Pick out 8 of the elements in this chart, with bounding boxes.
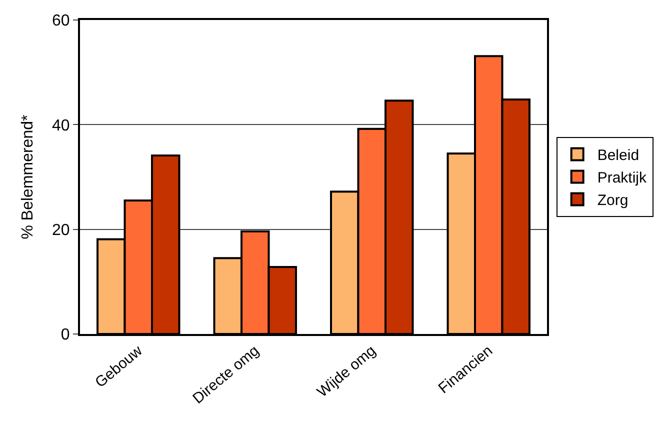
legend-label: Zorg xyxy=(597,192,628,210)
legend-label: Praktijk xyxy=(597,170,648,187)
y-tick-label: 0 xyxy=(60,326,70,344)
y-tick-label: 20 xyxy=(52,222,70,239)
y-axis-title: % Belemmerend* xyxy=(19,114,36,240)
legend-label: Beleid xyxy=(597,147,640,164)
y-tick-label: 60 xyxy=(52,12,70,30)
y-tick-label: 40 xyxy=(52,117,70,134)
